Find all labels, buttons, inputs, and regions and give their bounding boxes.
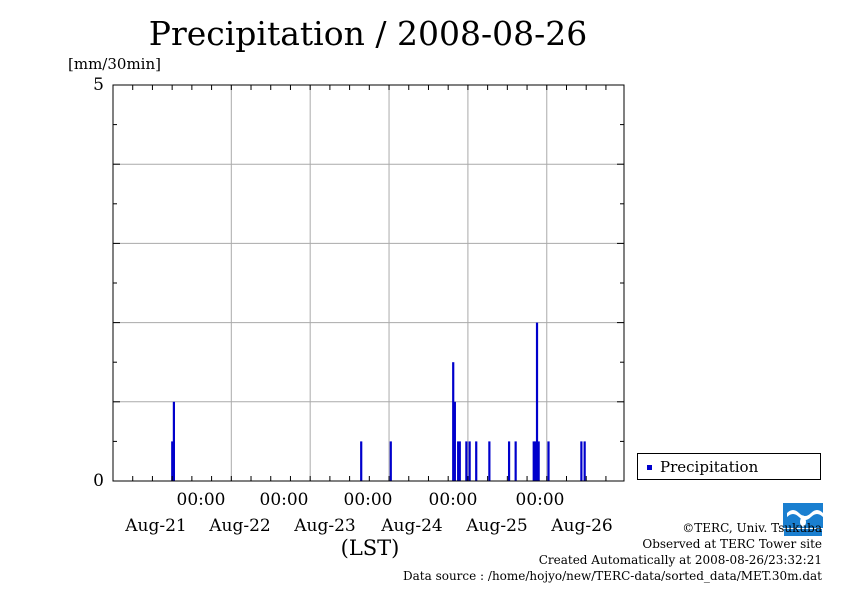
y-axis-unit-label: [mm/30min] [68,55,161,73]
precipitation-bar [488,441,491,481]
precipitation-bar [452,362,455,481]
x-tick-date-label: Aug-26 [551,516,613,536]
axis-ticks [113,85,624,481]
precipitation-bar [475,441,478,481]
credits-block: ©TERC, Univ. Tsukuba Observed at TERC To… [403,520,822,584]
x-tick-time-label: 00:00 [515,490,565,510]
precipitation-bar [507,441,511,481]
observed-site-text: Observed at TERC Tower site [642,537,822,551]
legend-label: Precipitation [660,458,759,476]
data-source-text: Data source : /home/hojyo/new/TERC-data/… [403,569,822,583]
precipitation-bar [468,441,471,481]
legend: Precipitation [637,453,821,480]
chart-title: Precipitation / 2008-08-26 [148,14,588,53]
grid-lines [113,85,624,481]
terc-logo-icon [783,503,823,537]
y-tick-label-max: 5 [93,75,104,95]
x-axis-label: (LST) [340,536,400,560]
precipitation-bar [532,441,535,481]
precipitation-bar [583,441,586,481]
x-tick-time-label: 00:00 [176,490,226,510]
legend-swatch [647,465,652,470]
precipitation-bars [171,322,586,481]
x-tick-date-label: Aug-22 [209,516,271,536]
precipitation-bar [458,441,461,481]
precipitation-bar [514,441,517,481]
plot-frame [112,84,625,482]
precipitation-bar [389,441,392,481]
precipitation-bar [534,441,537,481]
copyright-text: ©TERC, Univ. Tsukuba [682,521,822,535]
x-tick-date-label: Aug-25 [466,516,528,536]
x-tick-time-label: 00:00 [259,490,309,510]
y-tick-label-min: 0 [93,471,104,491]
x-tick-time-label: 00:00 [343,490,393,510]
precipitation-bar [465,441,468,481]
x-tick-date-label: Aug-21 [125,516,187,536]
x-tick-date-label: Aug-24 [381,516,443,536]
x-tick-date-label: Aug-23 [294,516,356,536]
precipitation-bar [580,441,583,481]
precipitation-bar [453,401,456,481]
created-timestamp-text: Created Automatically at 2008-08-26/23:3… [538,553,822,567]
precipitation-bar [457,441,460,481]
precipitation-bar [535,322,539,481]
x-tick-time-label: 00:00 [428,490,478,510]
precipitation-bar [547,441,550,481]
precipitation-bar [172,401,175,481]
precipitation-bar [360,441,363,481]
precipitation-bar [171,441,174,481]
precipitation-bar [537,441,540,481]
